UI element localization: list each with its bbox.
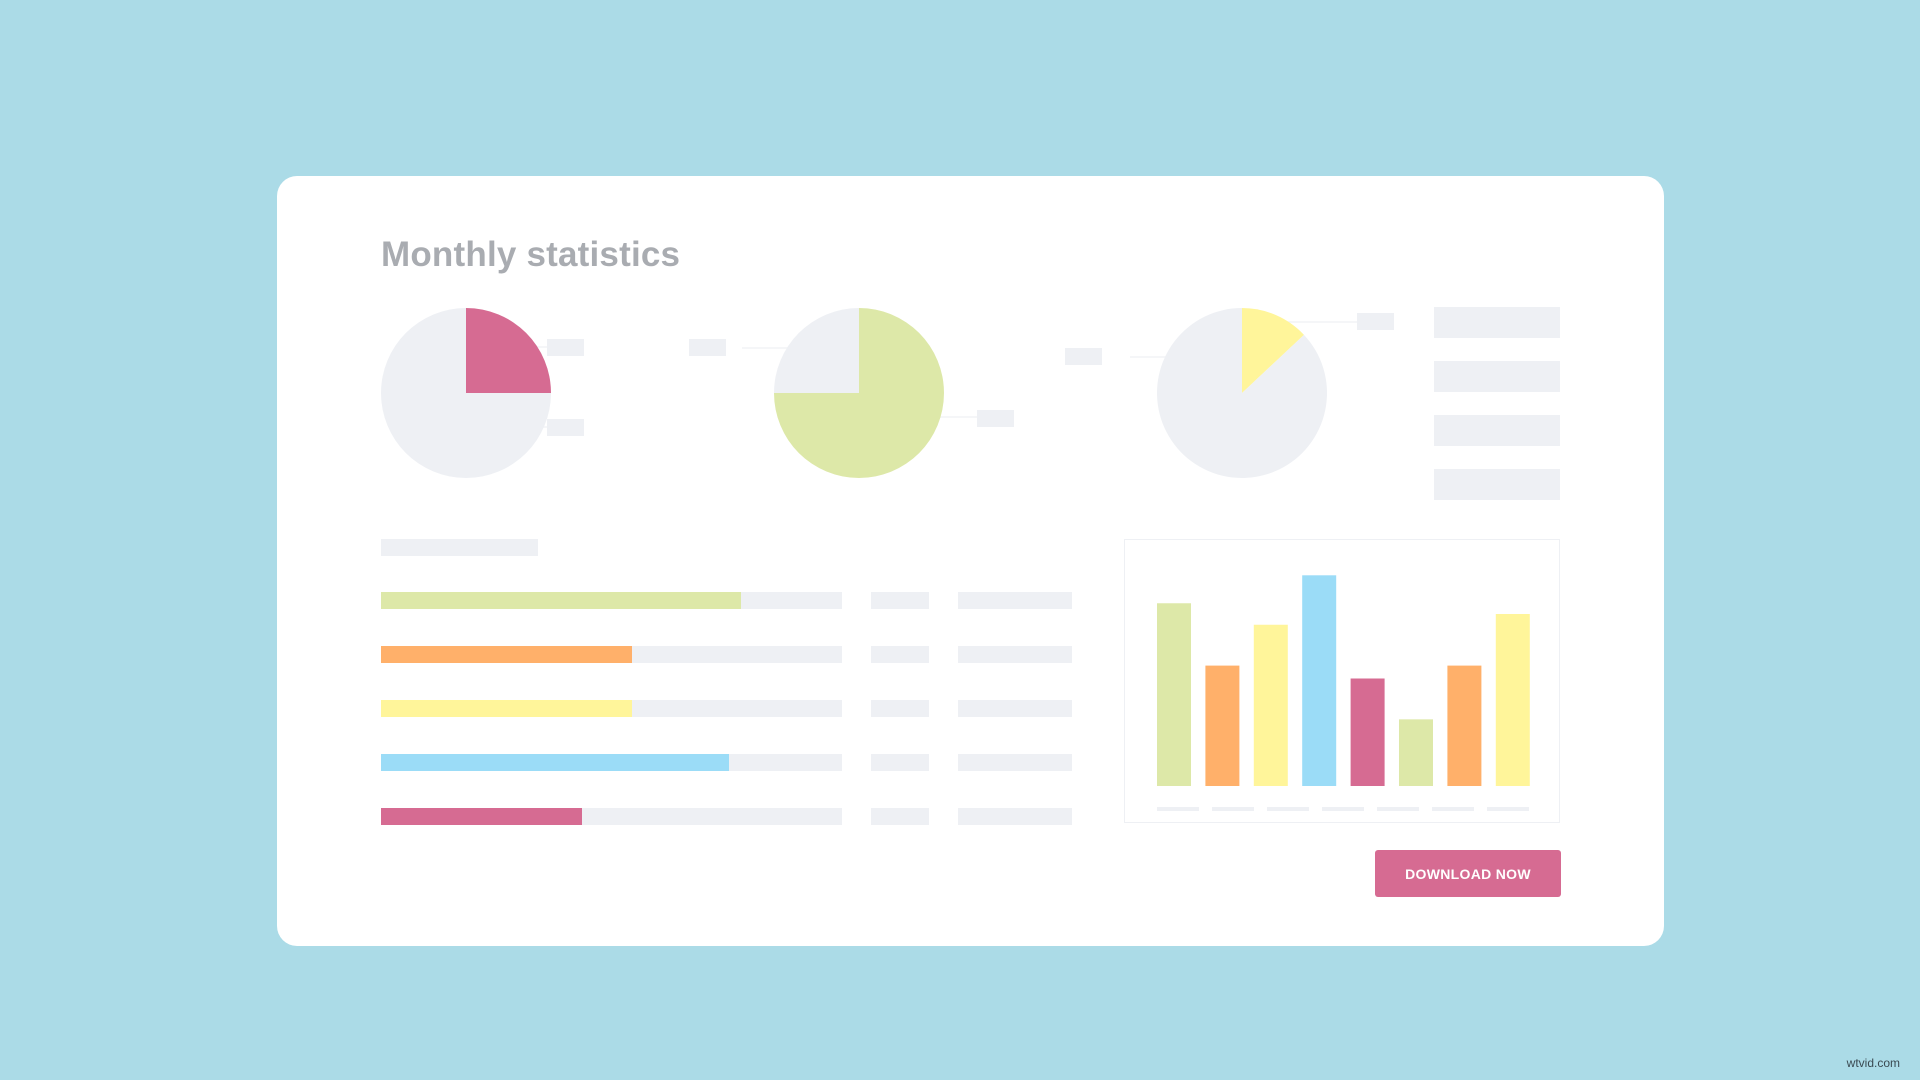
progress-row — [381, 808, 1081, 825]
progress-fill — [381, 592, 741, 609]
axis-tick-placeholder — [1432, 807, 1474, 811]
legend-row-placeholder — [1434, 361, 1560, 392]
bar — [1253, 624, 1288, 786]
axis-tick-placeholder — [1267, 807, 1309, 811]
progress-row — [381, 646, 1081, 663]
bar-chart-panel — [1124, 539, 1560, 823]
value-placeholder — [871, 700, 929, 717]
progress-track — [381, 808, 842, 825]
axis-tick-placeholder — [1212, 807, 1254, 811]
slice-label-placeholder — [547, 339, 584, 356]
progress-fill — [381, 754, 730, 771]
bar — [1399, 719, 1433, 786]
bar — [1205, 665, 1240, 786]
progress-track — [381, 754, 842, 771]
slice-label-placeholder — [689, 339, 726, 356]
slice-label-placeholder — [547, 419, 584, 436]
progress-row — [381, 754, 1081, 771]
pie-charts-area — [381, 308, 1394, 478]
progress-fill — [381, 700, 633, 717]
axis-tick-placeholder — [1322, 807, 1364, 811]
progress-fill — [381, 646, 633, 663]
progress-track — [381, 700, 842, 717]
watermark: wtvid.com — [1846, 1056, 1900, 1070]
value-placeholder — [871, 646, 929, 663]
legend-row-placeholder — [1434, 307, 1560, 338]
progress-row — [381, 592, 1081, 609]
pie-slice — [1242, 308, 1304, 393]
bar — [1447, 665, 1482, 786]
label-placeholder — [958, 646, 1072, 663]
legend-row-placeholder — [1434, 469, 1560, 500]
pie-slice — [466, 308, 551, 393]
progress-row — [381, 700, 1081, 717]
legend-list — [1434, 307, 1560, 523]
statistics-card: Monthly statistics DOWNLOAD NOW — [277, 176, 1664, 946]
value-placeholder — [871, 808, 929, 825]
axis-tick-placeholder — [1487, 807, 1529, 811]
axis-tick-placeholder — [1157, 807, 1199, 811]
list-heading-placeholder — [381, 539, 538, 556]
slice-label-placeholder — [1357, 313, 1394, 330]
axis-tick-placeholder — [1377, 807, 1419, 811]
progress-list — [381, 592, 1081, 862]
legend-row-placeholder — [1434, 415, 1560, 446]
bar — [1302, 575, 1337, 786]
pie-slice — [381, 308, 551, 478]
bar — [1495, 614, 1530, 786]
label-placeholder — [958, 754, 1072, 771]
pie-slice — [774, 308, 859, 393]
progress-track — [381, 592, 842, 609]
label-placeholder — [958, 808, 1072, 825]
progress-fill — [381, 808, 582, 825]
pie-slice — [1157, 308, 1327, 478]
label-placeholder — [958, 700, 1072, 717]
progress-track — [381, 646, 842, 663]
label-placeholder — [958, 592, 1072, 609]
bar — [1157, 603, 1191, 786]
bar-chart — [1157, 575, 1530, 811]
page-title: Monthly statistics — [381, 235, 681, 274]
slice-label-placeholder — [977, 410, 1014, 427]
slice-label-placeholder — [1065, 348, 1102, 365]
download-button[interactable]: DOWNLOAD NOW — [1375, 850, 1561, 897]
value-placeholder — [871, 754, 929, 771]
bar — [1350, 678, 1385, 786]
value-placeholder — [871, 592, 929, 609]
